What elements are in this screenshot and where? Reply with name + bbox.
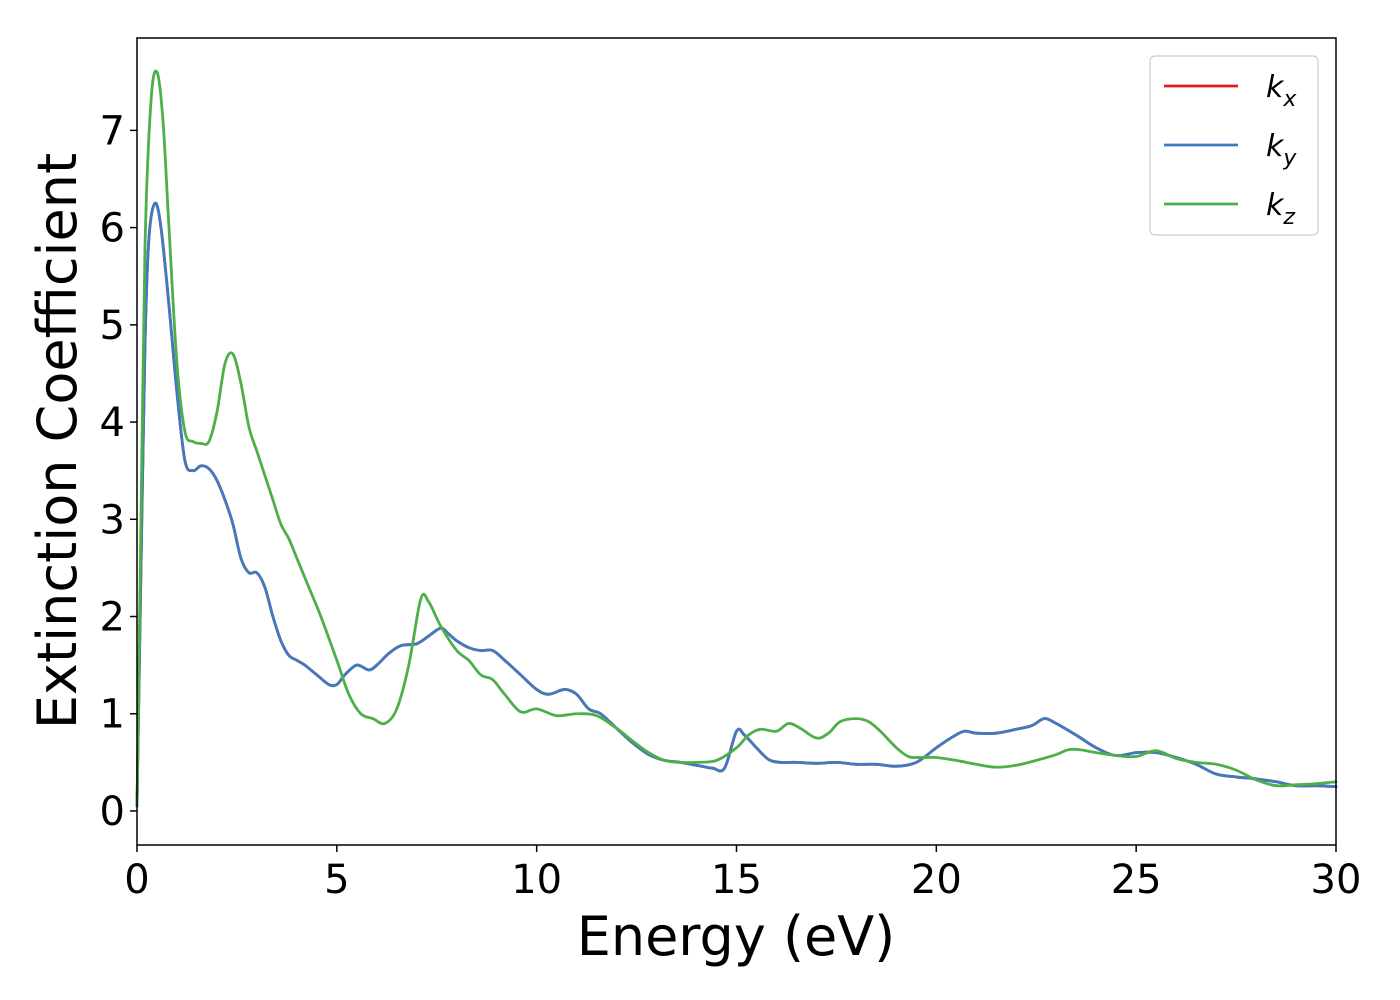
y-tick-label: 7 xyxy=(100,108,125,154)
x-axis: 0 5 10 15 20 25 30 xyxy=(124,845,1361,903)
x-tick-label: 30 xyxy=(1311,857,1362,903)
y-tick-label: 4 xyxy=(100,400,125,446)
x-tick-label: 25 xyxy=(1111,857,1162,903)
x-tick-label: 15 xyxy=(711,857,762,903)
y-tick-label: 2 xyxy=(100,595,125,641)
x-tick-label: 5 xyxy=(324,857,349,903)
y-tick-label: 1 xyxy=(100,692,125,738)
y-axis-title: Extinction Coefficient xyxy=(26,153,89,729)
x-tick-label: 10 xyxy=(511,857,562,903)
plot-area xyxy=(137,38,1336,845)
x-axis-title: Energy (eV) xyxy=(577,905,896,968)
series-line-y xyxy=(135,201,1338,808)
x-tick-label: 20 xyxy=(911,857,962,903)
y-tick-label: 0 xyxy=(100,789,125,835)
series-layer xyxy=(135,69,1338,808)
y-tick-label: 6 xyxy=(100,206,125,252)
series-line-z xyxy=(135,69,1338,808)
y-axis: 0 1 2 3 4 5 6 7 xyxy=(100,108,137,835)
y-tick-label: 3 xyxy=(100,497,125,543)
y-tick-label: 5 xyxy=(100,303,125,349)
x-tick-label: 0 xyxy=(124,857,149,903)
plot-background xyxy=(137,38,1336,845)
